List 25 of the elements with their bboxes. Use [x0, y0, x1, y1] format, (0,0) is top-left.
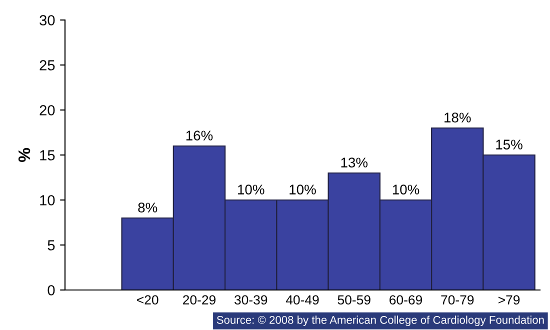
y-tick-label: 30	[40, 15, 55, 26]
y-tick-label: 0	[48, 285, 55, 296]
y-axis-title: %	[18, 148, 30, 162]
x-tick-label: 20-29	[183, 295, 216, 305]
data-label: 18%	[444, 112, 471, 122]
y-tick-label: 25	[40, 60, 55, 70]
y-tick-label: 10	[40, 195, 55, 206]
y-tick-label: 20	[40, 105, 55, 116]
data-label: 16%	[186, 130, 213, 140]
x-tick-label: 30-39	[234, 295, 268, 305]
x-tick-label: 70-79	[441, 295, 474, 305]
data-label: 13%	[341, 158, 368, 168]
x-tick-label: 50-59	[338, 295, 370, 305]
x-tick-label: 60-69	[390, 295, 422, 305]
y-tick-label: 5	[48, 240, 55, 250]
data-label: 10%	[290, 184, 316, 194]
data-label: 10%	[392, 184, 420, 194]
data-label: 10%	[238, 184, 264, 194]
data-label: 15%	[496, 140, 522, 150]
x-tick-label: 40-49	[286, 295, 319, 305]
x-tick-label: <20	[137, 295, 158, 305]
source-note: Source: © 2008 by the American College of Cardiology Foundation	[216, 316, 544, 326]
y-tick-label: 15	[40, 150, 55, 160]
x-tick-label: >79	[498, 295, 520, 305]
data-label: 8%	[138, 202, 158, 212]
